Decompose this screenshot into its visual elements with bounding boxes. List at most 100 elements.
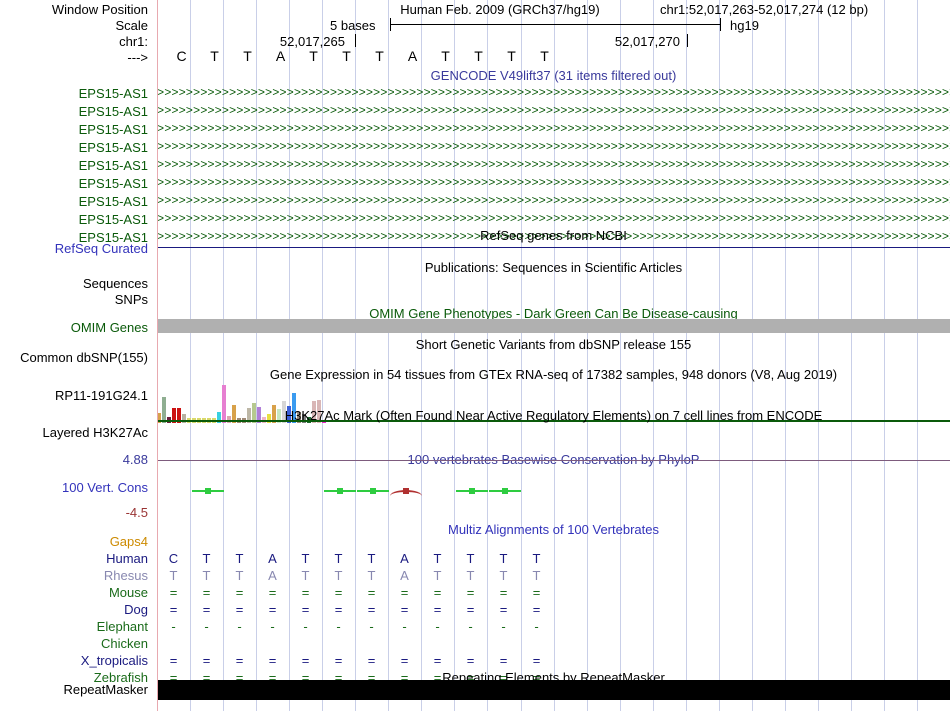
species-human-base-6[interactable]: T — [355, 551, 388, 566]
species-rhesus-base-1[interactable]: T — [190, 568, 223, 583]
species-rhesus-base-6[interactable]: T — [355, 568, 388, 583]
species-elephant-base-7[interactable]: - — [388, 619, 421, 634]
species-dog-base-4[interactable]: = — [289, 602, 322, 617]
refseq-track-label[interactable]: RefSeq Curated — [0, 241, 152, 256]
snps-label[interactable]: SNPs — [0, 292, 152, 307]
species-mouse-base-8[interactable]: = — [421, 585, 454, 600]
species-elephant-base-9[interactable]: - — [454, 619, 487, 634]
repeatmasker-track-label[interactable]: RepeatMasker — [0, 682, 152, 697]
omim-track-label[interactable]: OMIM Genes — [0, 320, 152, 335]
gencode-arrow-track-0[interactable]: >>>>>>>>>>>>>>>>>>>>>>>>>>>>>>>>>>>>>>>>… — [157, 86, 950, 101]
dbsnp-track-label[interactable]: Common dbSNP(155) — [0, 350, 152, 365]
species-x_tropicalis-base-1[interactable]: = — [190, 653, 223, 668]
gencode-arrow-track-4[interactable]: >>>>>>>>>>>>>>>>>>>>>>>>>>>>>>>>>>>>>>>>… — [157, 158, 950, 173]
phylop-track-label[interactable]: 100 Vert. Cons — [0, 480, 152, 495]
species-dog-base-8[interactable]: = — [421, 602, 454, 617]
gencode-arrow-track-1[interactable]: >>>>>>>>>>>>>>>>>>>>>>>>>>>>>>>>>>>>>>>>… — [157, 104, 950, 119]
species-elephant-base-1[interactable]: - — [190, 619, 223, 634]
species-mouse-base-5[interactable]: = — [322, 585, 355, 600]
species-label-x_tropicalis[interactable]: X_tropicalis — [0, 653, 152, 668]
gencode-gene-label-0[interactable]: EPS15-AS1 — [0, 86, 152, 101]
species-elephant-base-5[interactable]: - — [322, 619, 355, 634]
species-rhesus-base-2[interactable]: T — [223, 568, 256, 583]
species-x_tropicalis-base-0[interactable]: = — [157, 653, 190, 668]
species-human-base-3[interactable]: A — [256, 551, 289, 566]
gencode-arrow-track-2[interactable]: >>>>>>>>>>>>>>>>>>>>>>>>>>>>>>>>>>>>>>>>… — [157, 122, 950, 137]
species-human-base-5[interactable]: T — [322, 551, 355, 566]
species-rhesus-base-7[interactable]: A — [388, 568, 421, 583]
base-letter-11[interactable]: T — [528, 48, 561, 64]
gencode-gene-label-5[interactable]: EPS15-AS1 — [0, 176, 152, 191]
gtex-track-label[interactable]: RP11-191G24.1 — [0, 388, 152, 403]
species-dog-base-5[interactable]: = — [322, 602, 355, 617]
species-mouse-base-11[interactable]: = — [520, 585, 553, 600]
species-dog-base-9[interactable]: = — [454, 602, 487, 617]
species-dog-base-3[interactable]: = — [256, 602, 289, 617]
gencode-arrow-track-3[interactable]: >>>>>>>>>>>>>>>>>>>>>>>>>>>>>>>>>>>>>>>>… — [157, 140, 950, 155]
species-x_tropicalis-base-3[interactable]: = — [256, 653, 289, 668]
species-human-base-0[interactable]: C — [157, 551, 190, 566]
gencode-gene-label-3[interactable]: EPS15-AS1 — [0, 140, 152, 155]
gaps-label[interactable]: Gaps4 — [0, 534, 152, 549]
gencode-gene-label-6[interactable]: EPS15-AS1 — [0, 194, 152, 209]
species-elephant-base-6[interactable]: - — [355, 619, 388, 634]
sequences-label[interactable]: Sequences — [0, 276, 152, 291]
base-letter-6[interactable]: T — [363, 48, 396, 64]
gencode-arrow-track-5[interactable]: >>>>>>>>>>>>>>>>>>>>>>>>>>>>>>>>>>>>>>>>… — [157, 176, 950, 191]
species-label-dog[interactable]: Dog — [0, 602, 152, 617]
species-x_tropicalis-base-6[interactable]: = — [355, 653, 388, 668]
species-dog-base-10[interactable]: = — [487, 602, 520, 617]
base-letter-5[interactable]: T — [330, 48, 363, 64]
species-human-base-9[interactable]: T — [454, 551, 487, 566]
species-dog-base-1[interactable]: = — [190, 602, 223, 617]
species-elephant-base-3[interactable]: - — [256, 619, 289, 634]
species-rhesus-base-9[interactable]: T — [454, 568, 487, 583]
species-rhesus-base-5[interactable]: T — [322, 568, 355, 583]
species-rhesus-base-3[interactable]: A — [256, 568, 289, 583]
species-x_tropicalis-base-8[interactable]: = — [421, 653, 454, 668]
species-human-base-7[interactable]: A — [388, 551, 421, 566]
species-elephant-base-4[interactable]: - — [289, 619, 322, 634]
species-human-base-2[interactable]: T — [223, 551, 256, 566]
species-label-human[interactable]: Human — [0, 551, 152, 566]
gencode-gene-label-7[interactable]: EPS15-AS1 — [0, 212, 152, 227]
species-rhesus-base-10[interactable]: T — [487, 568, 520, 583]
species-x_tropicalis-base-5[interactable]: = — [322, 653, 355, 668]
h3k27ac-track-label[interactable]: Layered H3K27Ac — [0, 425, 152, 440]
gencode-gene-label-2[interactable]: EPS15-AS1 — [0, 122, 152, 137]
base-letter-9[interactable]: T — [462, 48, 495, 64]
species-mouse-base-4[interactable]: = — [289, 585, 322, 600]
species-mouse-base-7[interactable]: = — [388, 585, 421, 600]
species-x_tropicalis-base-7[interactable]: = — [388, 653, 421, 668]
species-rhesus-base-8[interactable]: T — [421, 568, 454, 583]
species-human-base-11[interactable]: T — [520, 551, 553, 566]
omim-genes-bar[interactable] — [157, 319, 950, 333]
base-letter-7[interactable]: A — [396, 48, 429, 64]
species-mouse-base-10[interactable]: = — [487, 585, 520, 600]
species-elephant-base-2[interactable]: - — [223, 619, 256, 634]
species-mouse-base-3[interactable]: = — [256, 585, 289, 600]
species-label-rhesus[interactable]: Rhesus — [0, 568, 152, 583]
species-dog-base-11[interactable]: = — [520, 602, 553, 617]
species-elephant-base-0[interactable]: - — [157, 619, 190, 634]
species-label-elephant[interactable]: Elephant — [0, 619, 152, 634]
base-letter-8[interactable]: T — [429, 48, 462, 64]
species-x_tropicalis-base-2[interactable]: = — [223, 653, 256, 668]
species-human-base-8[interactable]: T — [421, 551, 454, 566]
species-dog-base-2[interactable]: = — [223, 602, 256, 617]
species-mouse-base-6[interactable]: = — [355, 585, 388, 600]
species-human-base-4[interactable]: T — [289, 551, 322, 566]
gencode-gene-label-1[interactable]: EPS15-AS1 — [0, 104, 152, 119]
base-letter-2[interactable]: T — [231, 48, 264, 64]
species-x_tropicalis-base-9[interactable]: = — [454, 653, 487, 668]
repeatmasker-bar[interactable] — [157, 680, 950, 700]
species-x_tropicalis-base-10[interactable]: = — [487, 653, 520, 668]
species-human-base-10[interactable]: T — [487, 551, 520, 566]
species-elephant-base-11[interactable]: - — [520, 619, 553, 634]
gencode-arrow-track-6[interactable]: >>>>>>>>>>>>>>>>>>>>>>>>>>>>>>>>>>>>>>>>… — [157, 194, 950, 209]
gencode-arrow-track-7[interactable]: >>>>>>>>>>>>>>>>>>>>>>>>>>>>>>>>>>>>>>>>… — [157, 212, 950, 227]
species-elephant-base-10[interactable]: - — [487, 619, 520, 634]
base-letter-4[interactable]: T — [297, 48, 330, 64]
base-letter-0[interactable]: C — [165, 48, 198, 64]
base-letter-1[interactable]: T — [198, 48, 231, 64]
